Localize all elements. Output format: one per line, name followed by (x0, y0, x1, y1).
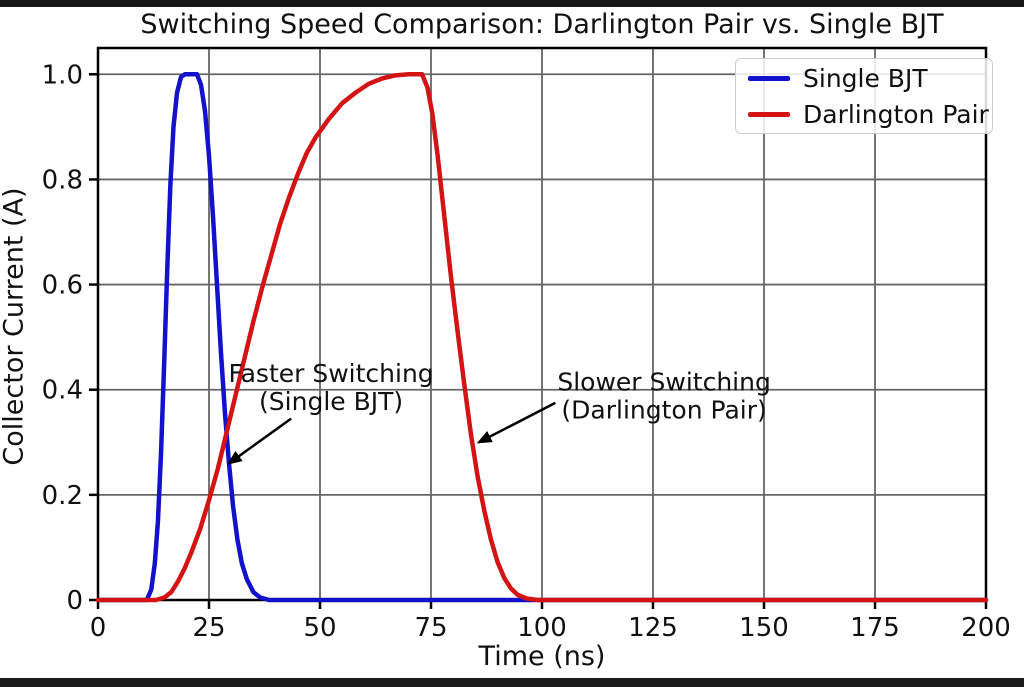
x-axis-label: Time (ns) (478, 641, 606, 672)
x-tick-label: 50 (303, 613, 336, 643)
x-tick-label: 150 (739, 613, 789, 643)
x-tick-label: 125 (628, 613, 678, 643)
x-tick-label: 100 (517, 613, 567, 643)
y-tick-label: 0 (66, 586, 83, 616)
x-tick-label: 75 (414, 613, 447, 643)
x-tick-label: 0 (90, 613, 107, 643)
y-tick-label: 0.4 (42, 376, 83, 406)
chart-title: Switching Speed Comparison: Darlington P… (140, 9, 944, 40)
legend-label: Darlington Pair (803, 99, 989, 129)
legend-line-sample-red (748, 111, 790, 117)
annotation-arrow (476, 401, 556, 444)
y-tick-label: 0.6 (42, 271, 83, 301)
y-tick-label: 1.0 (42, 60, 83, 90)
series-line-darlington-pair (95, 72, 989, 603)
y-axis-label: Collector Current (A) (0, 187, 30, 466)
top-edge-strip (0, 0, 1024, 7)
legend-label: Single BJT (803, 63, 928, 93)
annotation-text: Faster Switching (Single BJT) (229, 359, 434, 416)
legend-item-darlington-pair: Darlington Pair (748, 100, 989, 129)
legend-item-single-bjt: Single BJT (748, 64, 980, 93)
y-tick-label: 0.8 (42, 165, 83, 195)
annotation-text: Slower Switching (Darlington Pair) (557, 368, 770, 425)
annotation-arrow (226, 417, 292, 465)
legend-line-sample-blue (748, 75, 790, 81)
legend: Single BJT Darlington Pair (735, 58, 993, 134)
x-tick-label: 200 (961, 613, 1011, 643)
x-tick-label: 175 (850, 613, 900, 643)
bottom-edge-strip (0, 678, 1024, 687)
y-tick-label: 0.2 (42, 481, 83, 511)
series-line-single-bjt (95, 72, 989, 603)
x-tick-label: 25 (192, 613, 225, 643)
